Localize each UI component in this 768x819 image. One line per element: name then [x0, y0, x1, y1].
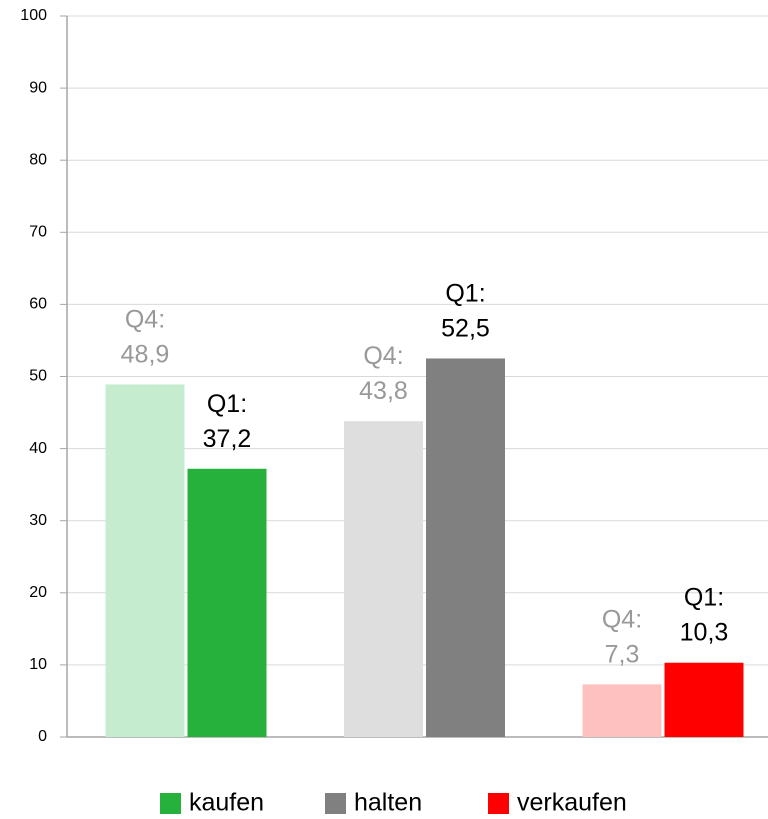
- value-label: Q4: 48,9: [121, 305, 170, 368]
- y-tick-label: 50: [29, 368, 47, 385]
- bar: [187, 468, 267, 737]
- y-tick-label: 90: [29, 79, 47, 96]
- legend-swatch: [160, 793, 181, 814]
- value-label: Q1: 37,2: [203, 389, 252, 452]
- y-tick-label: 40: [29, 440, 47, 457]
- y-tick-label: 70: [29, 224, 47, 241]
- y-tick-label: 60: [29, 296, 47, 313]
- legend-label: kaufen: [189, 789, 264, 817]
- y-tick-label: 0: [38, 728, 47, 745]
- y-tick-label: 30: [29, 512, 47, 529]
- value-label: Q4: 43,8: [359, 342, 408, 405]
- y-tick-label: 10: [29, 656, 47, 673]
- y-tick-label: 100: [20, 7, 47, 24]
- bar: [344, 421, 423, 737]
- value-label: Q1: 10,3: [680, 583, 729, 646]
- y-tick-label: 80: [29, 151, 47, 168]
- legend-label: halten: [354, 789, 422, 817]
- value-label: Q4: 7,3: [602, 605, 642, 668]
- bar: [105, 384, 185, 737]
- value-label: Q1: 52,5: [441, 279, 490, 342]
- bar: [582, 684, 662, 737]
- legend-label: verkaufen: [517, 789, 627, 817]
- y-tick-label: 20: [29, 584, 47, 601]
- legend-swatch: [488, 793, 509, 814]
- bar: [426, 358, 505, 737]
- bar: [664, 662, 744, 737]
- legend-swatch: [325, 793, 346, 814]
